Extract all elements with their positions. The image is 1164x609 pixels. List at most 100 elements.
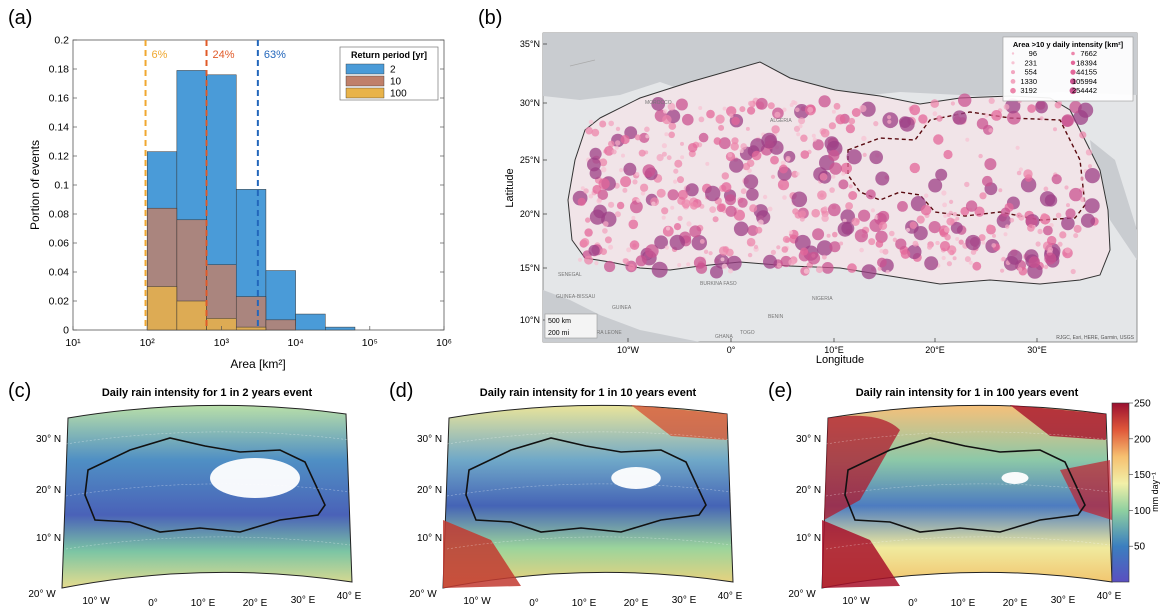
event-point — [698, 132, 709, 143]
country-label: GHANA — [715, 334, 733, 340]
event-point — [913, 226, 928, 241]
x-tick-label: 10⁴ — [287, 337, 303, 349]
event-point — [604, 260, 616, 273]
event-point — [774, 111, 781, 118]
event-point — [698, 116, 705, 123]
event-point — [1005, 98, 1021, 114]
event-point — [1023, 169, 1033, 179]
event-point — [948, 210, 953, 216]
event-point — [730, 142, 739, 151]
event-point — [1037, 228, 1043, 235]
event-point — [619, 168, 624, 173]
event-point — [875, 171, 890, 186]
event-point — [686, 221, 692, 227]
event-point — [978, 234, 986, 242]
event-point — [1073, 233, 1079, 239]
event-point — [935, 240, 940, 246]
event-point — [721, 263, 728, 270]
event-point — [812, 139, 824, 151]
event-point — [1039, 116, 1044, 121]
scatter-legend-value: 105994 — [1072, 77, 1097, 86]
event-point — [608, 244, 614, 250]
event-point — [771, 125, 780, 134]
event-point — [739, 106, 746, 113]
event-point — [623, 162, 637, 176]
event-point — [1084, 198, 1100, 214]
event-point — [793, 125, 801, 132]
event-point — [1027, 104, 1036, 113]
legend-label-100: 100 — [390, 89, 407, 100]
event-point — [816, 240, 833, 256]
event-point — [584, 228, 593, 237]
event-point — [662, 225, 674, 237]
event-point — [798, 117, 806, 125]
event-point — [686, 262, 691, 267]
map-lon-label: 0° — [529, 598, 539, 609]
event-point — [950, 101, 956, 106]
map-lon-label: 20° W — [788, 589, 816, 600]
x-tick-label: 10⁵ — [362, 337, 378, 349]
event-point — [1043, 225, 1053, 236]
event-point — [589, 167, 602, 180]
event-point — [991, 243, 996, 248]
y-tick-label: 0.08 — [49, 209, 70, 221]
scatter-legend-marker — [1011, 52, 1015, 55]
panel-label: (d) — [389, 380, 413, 402]
event-point — [1078, 102, 1094, 118]
event-point — [689, 225, 702, 238]
event-point — [859, 105, 867, 113]
event-point — [726, 106, 737, 117]
event-point — [1043, 264, 1049, 270]
map-lon-label: 40° E — [1097, 591, 1122, 602]
event-point — [673, 179, 678, 184]
event-point — [706, 109, 715, 119]
event-point — [928, 221, 941, 234]
map-lon-label: 30° E — [672, 595, 697, 606]
event-point — [599, 120, 607, 128]
event-point — [721, 172, 729, 180]
x-axis-ticks: 10¹ 10² 10³ 10⁴ 10⁵ 10⁶ — [65, 326, 452, 349]
event-point — [705, 185, 721, 202]
map-lon-label: 40° E — [337, 591, 362, 602]
event-point — [822, 254, 827, 260]
event-point — [859, 247, 864, 253]
histogram-panel: (a) 6% 24% 63% 0 0.02 0.04 0.06 0.08 0.1 0.12 0.1… — [8, 7, 452, 371]
scatter-legend-marker — [1010, 79, 1016, 84]
event-point — [924, 193, 929, 198]
country-label: TOGO — [740, 330, 755, 336]
event-point — [800, 247, 809, 256]
scatter-legend-value: 3192 — [1020, 86, 1037, 95]
event-point — [782, 235, 790, 243]
event-point — [1027, 263, 1043, 279]
event-point — [725, 205, 737, 217]
event-point — [667, 102, 676, 111]
map-lon-label: 0° — [148, 598, 158, 609]
event-point — [827, 203, 841, 217]
map-lon-label: 10° W — [463, 596, 491, 607]
event-point — [878, 221, 888, 230]
event-point — [1051, 174, 1062, 185]
event-point — [988, 97, 995, 104]
map-lon-label: 40° E — [718, 591, 743, 602]
event-point — [632, 179, 638, 185]
sahara-boundary — [844, 437, 1086, 533]
map-lon-label: 20° E — [243, 598, 268, 609]
event-point — [1035, 100, 1048, 114]
event-point — [755, 226, 763, 234]
event-point — [596, 198, 602, 204]
event-point — [861, 264, 877, 280]
event-point — [673, 168, 679, 174]
event-point — [988, 128, 993, 133]
event-point — [900, 249, 911, 259]
map-lon-label: 20° E — [624, 598, 649, 609]
event-point — [698, 106, 703, 110]
event-point — [718, 246, 729, 256]
event-point — [1000, 207, 1011, 217]
event-point — [1028, 256, 1041, 268]
event-point — [1005, 224, 1010, 229]
event-point — [661, 215, 666, 220]
event-point — [916, 215, 925, 224]
event-point — [795, 107, 800, 113]
event-point — [870, 208, 876, 213]
